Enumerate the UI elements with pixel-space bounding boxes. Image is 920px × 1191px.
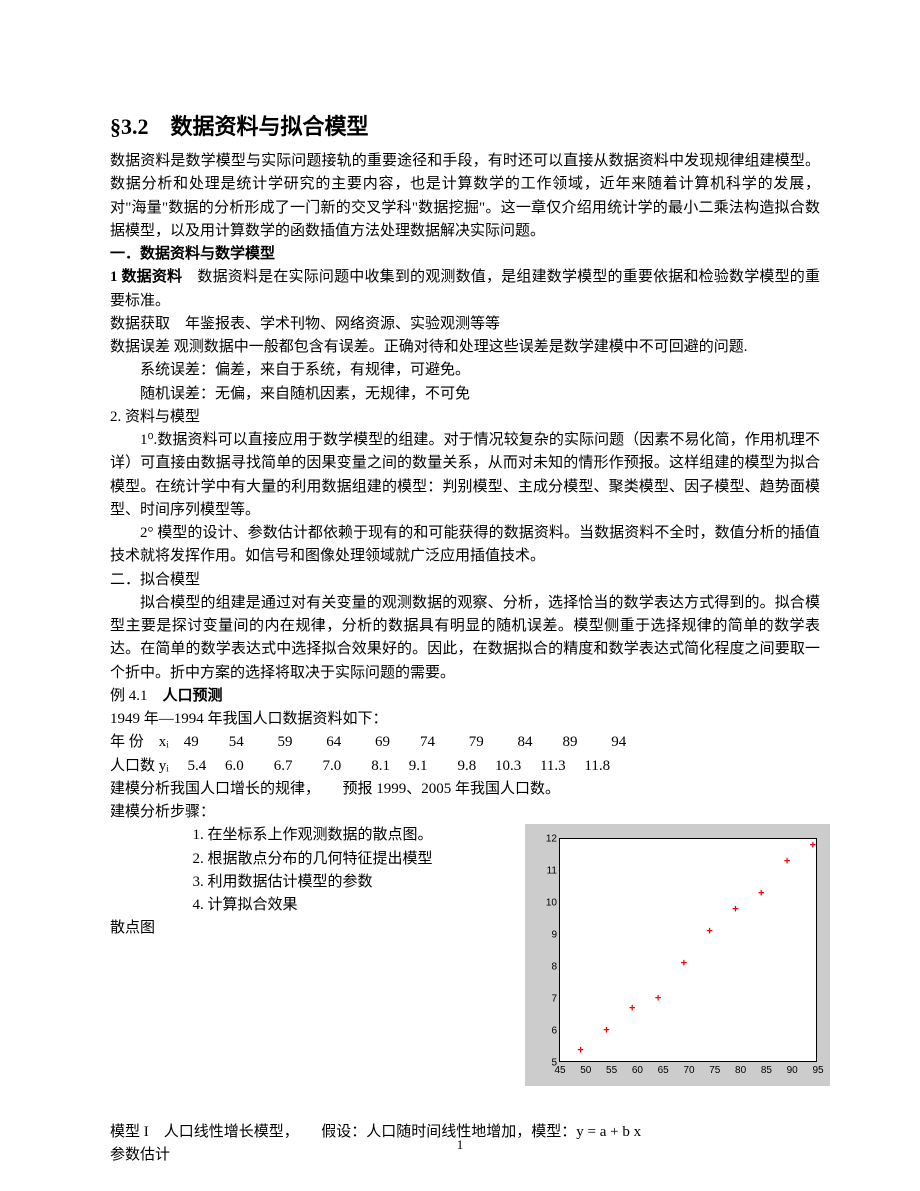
x-tick-label: 75	[709, 1063, 720, 1079]
y-tick-label: 6	[551, 1024, 557, 1040]
intro-paragraph: 数据资料是数学模型与实际问题接轨的重要途径和手段，有时还可以直接从数据资料中发现…	[110, 150, 820, 243]
x-tick-label: 90	[787, 1063, 798, 1079]
paragraph-2: 2° 模型的设计、参数估计都依赖于现有的和可能获得的数据资料。当数据资料不全时，…	[110, 522, 820, 569]
h1-1-label: 1 数据资料	[110, 269, 182, 285]
scatter-marker: +	[603, 1023, 609, 1040]
item-1-2: 2. 资料与模型	[110, 406, 820, 429]
x-tick-label: 55	[606, 1063, 617, 1079]
y-tick-label: 8	[551, 960, 557, 976]
x-tick-label: 95	[812, 1063, 823, 1079]
y-tick-label: 7	[551, 992, 557, 1008]
x-tick-label: 65	[658, 1063, 669, 1079]
system-error: 系统误差：偏差，来自于系统，有规律，可避免。	[110, 359, 820, 382]
example-heading: 例 4.1 人口预测	[110, 685, 820, 708]
x-tick-label: 80	[735, 1063, 746, 1079]
steps-chart-area: 1. 在坐标系上作观测数据的散点图。 2. 根据散点分布的几何特征提出模型 3.…	[110, 824, 820, 940]
x-tick-label: 85	[761, 1063, 772, 1079]
paragraph-1: 1⁰.数据资料可以直接应用于数学模型的组建。对于情况较复杂的实际问题（因素不易化…	[110, 429, 820, 522]
y-tick-label: 10	[546, 896, 557, 912]
y-tick-label: 11	[547, 864, 557, 880]
subsection-1-heading: 一．数据资料与数学模型	[110, 243, 820, 266]
page-number: 1	[0, 1135, 920, 1155]
scatter-marker: +	[732, 901, 738, 918]
x-tick-label: 45	[554, 1063, 565, 1079]
data-acquisition: 数据获取 年鉴报表、学术刊物、网络资源、实验观测等等	[110, 313, 820, 336]
x-tick-label: 60	[632, 1063, 643, 1079]
random-error: 随机误差：无偏，来自随机因素，无规律，不可免	[110, 383, 820, 406]
x-tick-label: 50	[580, 1063, 591, 1079]
scatter-marker: +	[629, 1000, 635, 1017]
scatter-marker: +	[706, 924, 712, 941]
data-row-years: 年 份 xᵢ 49 54 59 64 69 74 79 84 89 94	[110, 731, 820, 754]
y-tick-label: 9	[551, 928, 557, 944]
y-tick-label: 12	[546, 832, 557, 848]
scatter-marker: +	[810, 837, 816, 854]
scatter-chart: 567891011124550556065707580859095+++++++…	[525, 824, 830, 1086]
example-scope: 1949 年—1994 年我国人口数据资料如下：	[110, 708, 820, 731]
steps-title: 建模分析步骤：	[110, 801, 820, 824]
example-number: 例 4.1	[110, 688, 163, 704]
x-tick-label: 70	[683, 1063, 694, 1079]
example-name: 人口预测	[163, 688, 223, 704]
h1-1-text: 数据资料是在实际问题中收集到的观测数值，是组建数学模型的重要依据和检验数学模型的…	[110, 269, 820, 308]
scatter-marker: +	[577, 1042, 583, 1059]
data-error: 数据误差 观测数据中一般都包含有误差。正确对待和处理这些误差是数学建模中不可回避…	[110, 336, 820, 359]
subsection-2-heading: 二．拟合模型	[110, 569, 820, 592]
scatter-marker: +	[655, 991, 661, 1008]
paragraph-3: 拟合模型的组建是通过对有关变量的观测数据的观察、分析，选择恰当的数学表达方式得到…	[110, 592, 820, 685]
scatter-marker: +	[758, 885, 764, 902]
data-row-population: 人口数 yᵢ 5.4 6.0 6.7 7.0 8.1 9.1 9.8 10.3 …	[110, 755, 820, 778]
task-line: 建模分析我国人口增长的规律， 预报 1999、2005 年我国人口数。	[110, 778, 820, 801]
chart-background: 567891011124550556065707580859095+++++++…	[525, 824, 830, 1086]
scatter-marker: +	[681, 956, 687, 973]
h1-label: 一．数据资料与数学模型	[110, 246, 275, 262]
section-title: §3.2 数据资料与拟合模型	[110, 110, 820, 144]
item-1-1: 1 数据资料 数据资料是在实际问题中收集到的观测数值，是组建数学模型的重要依据和…	[110, 266, 820, 313]
plot-area: 567891011124550556065707580859095+++++++…	[559, 838, 817, 1062]
scatter-marker: +	[784, 853, 790, 870]
